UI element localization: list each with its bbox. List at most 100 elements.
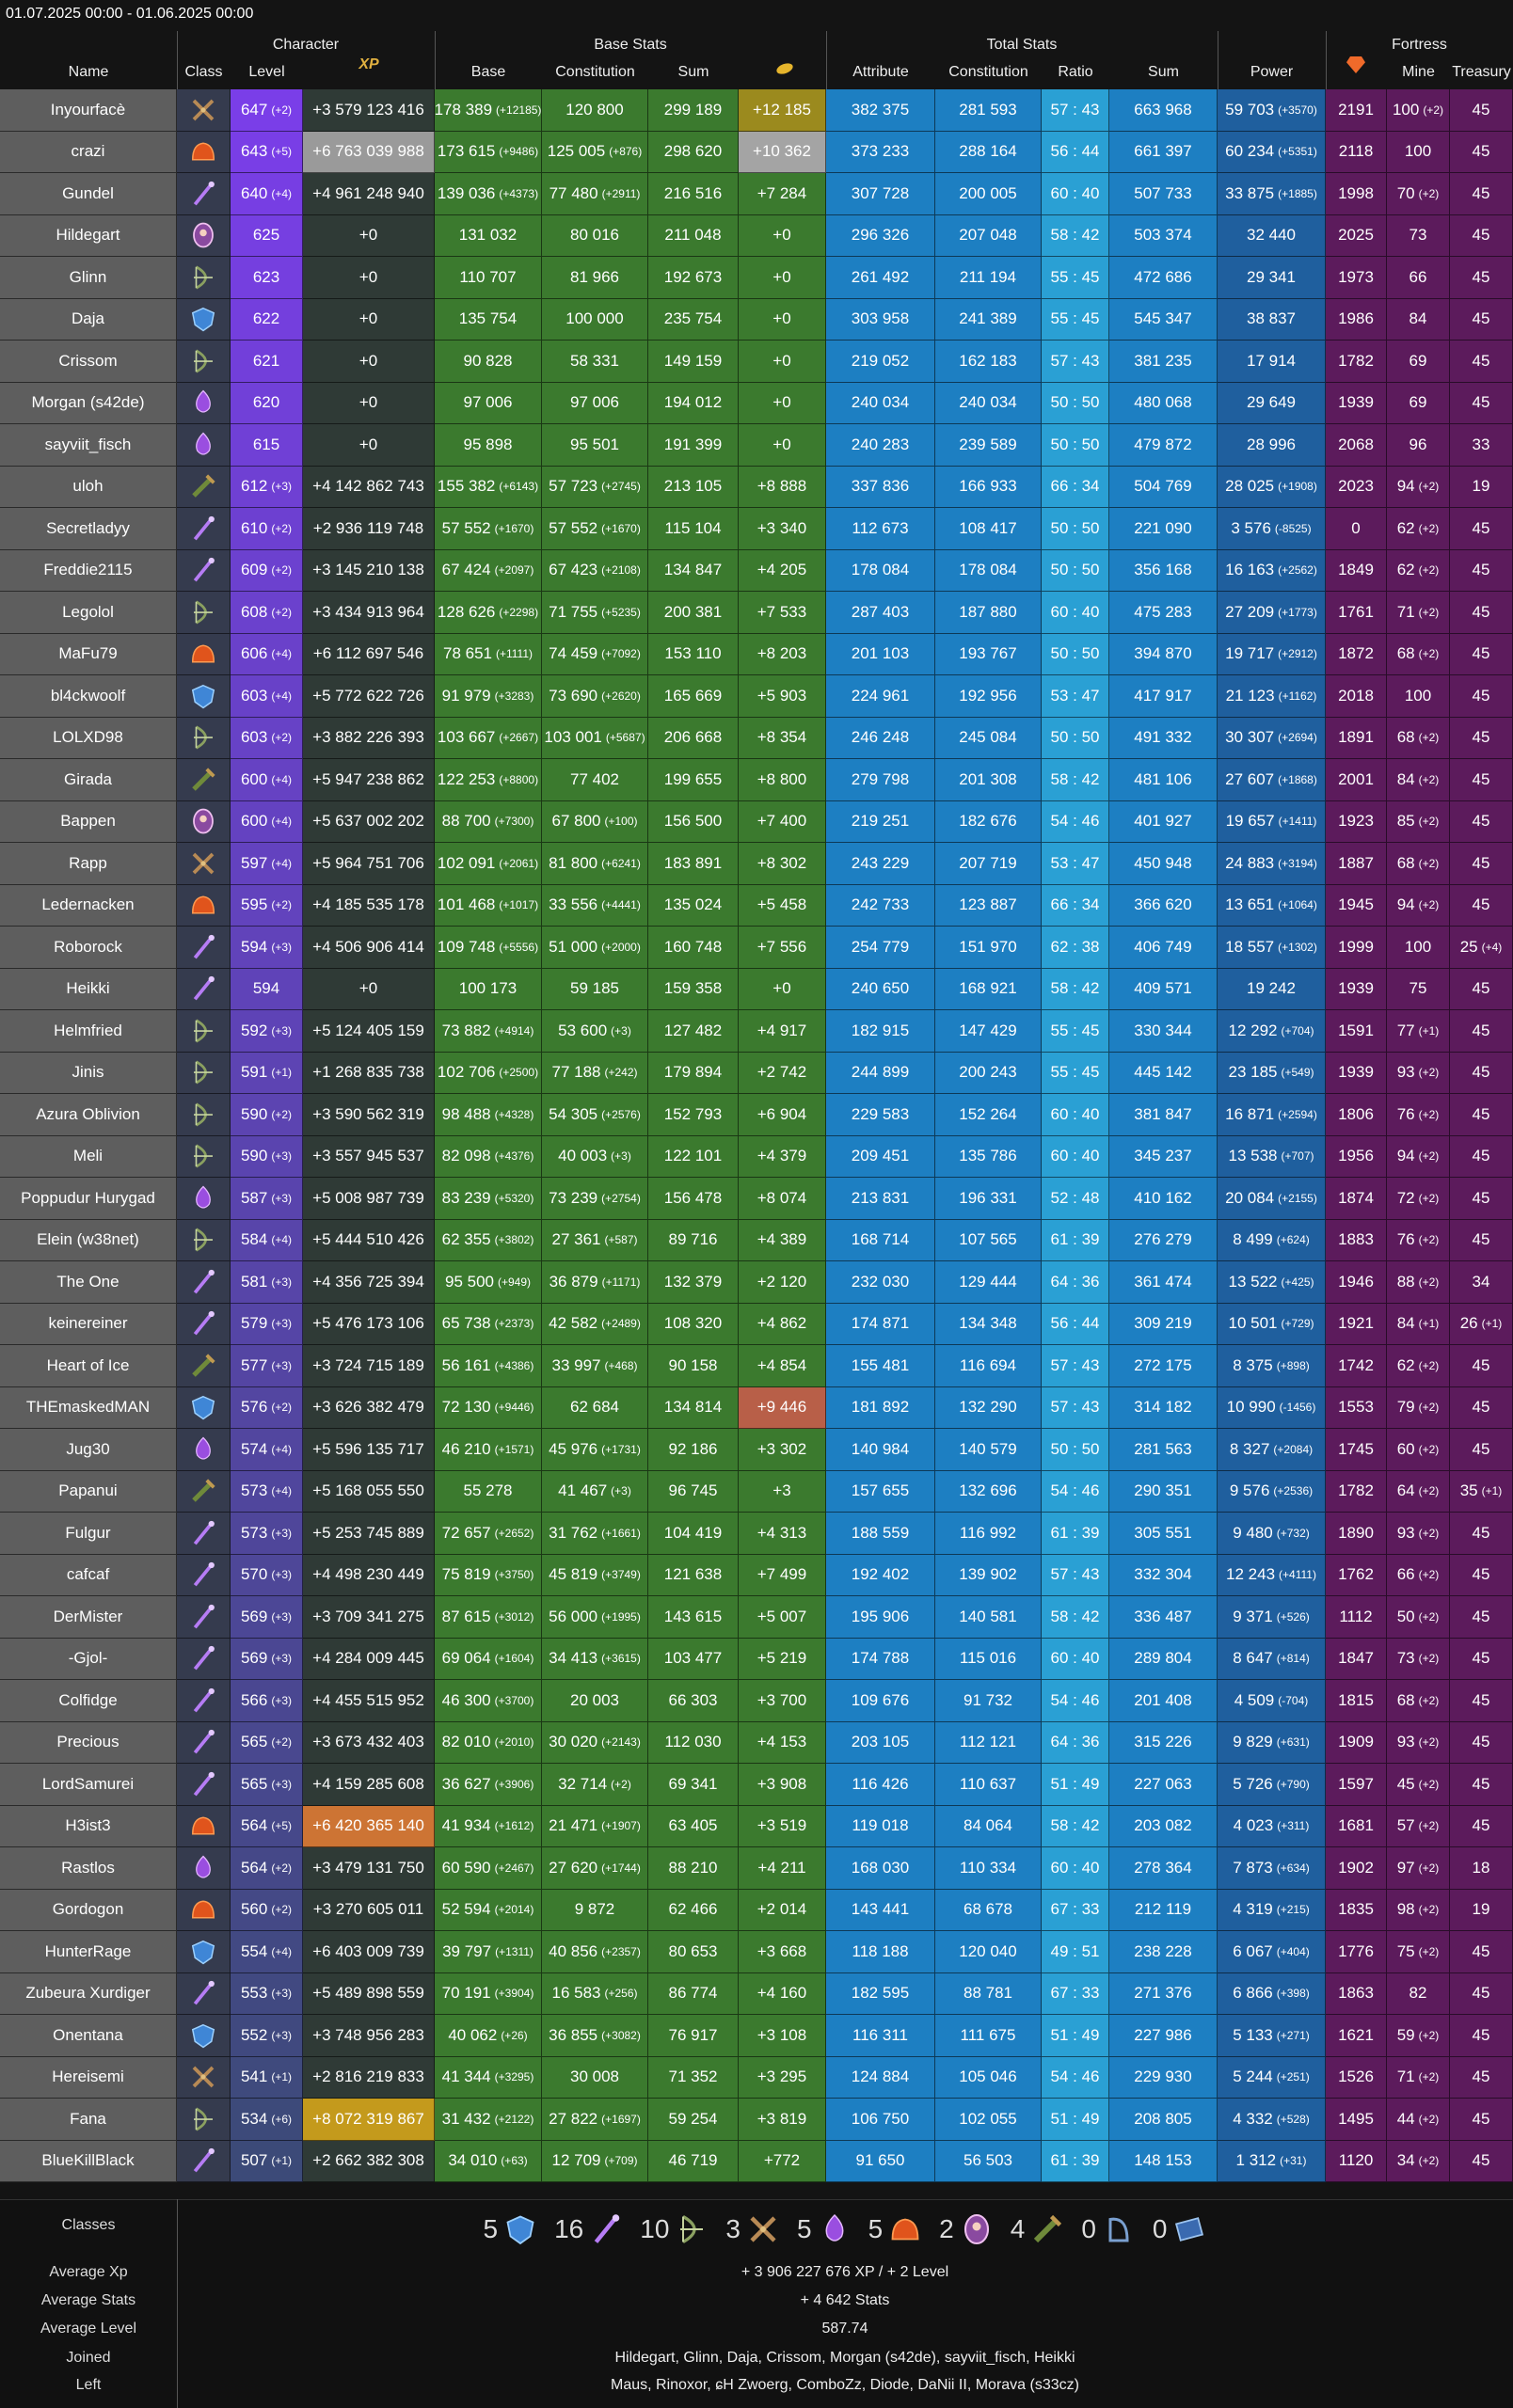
value: 1761 — [1338, 602, 1374, 621]
cell: 600 (+4) — [231, 800, 303, 843]
value: 178 084 — [959, 561, 1017, 579]
value: 1891 — [1338, 728, 1374, 747]
value: 63 405 — [668, 1816, 718, 1835]
value: 49 : 51 — [1050, 1941, 1100, 1960]
delta: (+4) — [271, 1944, 293, 1958]
delta: (+251) — [1276, 2070, 1310, 2084]
cell: 1945 — [1326, 884, 1387, 927]
delta: (+2097) — [494, 563, 534, 578]
class-icon — [192, 99, 215, 121]
count-value: 10 — [640, 2214, 670, 2243]
value: 59 — [1396, 2025, 1415, 2044]
value: 31 432 — [441, 2109, 491, 2128]
cell: Azura Oblivion — [0, 1094, 177, 1136]
value: 603 — [240, 686, 268, 705]
cell: 51 : 49 — [1042, 2015, 1109, 2057]
value: 90 158 — [668, 1355, 718, 1374]
cell: 534 (+6) — [231, 2099, 303, 2141]
cell: 132 696 — [935, 1470, 1042, 1513]
delta: (+4) — [271, 772, 293, 786]
value: 33 875 — [1225, 183, 1275, 202]
cell: 66 (+2) — [1387, 1554, 1450, 1596]
cell: 94 (+2) — [1387, 466, 1450, 508]
value: 279 798 — [851, 769, 910, 788]
cell: 8 499 (+624) — [1218, 1219, 1326, 1261]
cell: 12 243 (+4111) — [1218, 1554, 1326, 1596]
column-header: Name — [68, 64, 109, 80]
class-icon — [191, 142, 215, 161]
value: 149 159 — [663, 351, 723, 370]
cell — [177, 173, 231, 215]
value: 125 005 — [547, 142, 606, 161]
value: 647 — [240, 100, 268, 119]
cell: 111 675 — [935, 2015, 1042, 2057]
cell: 152 264 — [935, 1094, 1042, 1136]
cell: The One — [0, 1261, 177, 1304]
cell: 13 538 (+707) — [1218, 1135, 1326, 1178]
cell: 91 979 (+3283) — [435, 675, 542, 718]
value: 663 968 — [1134, 100, 1192, 119]
cell: 45 — [1450, 549, 1513, 592]
summary-label: Classes — [61, 2217, 116, 2233]
delta: (+3) — [271, 1149, 293, 1164]
value: 29 649 — [1247, 393, 1296, 412]
value: 6 866 — [1233, 1984, 1273, 2003]
value: 121 638 — [663, 1565, 723, 1584]
cell: 82 010 (+2010) — [435, 1721, 542, 1764]
value: 152 793 — [663, 1104, 723, 1123]
value: 45 — [1472, 1104, 1490, 1123]
value: 156 478 — [663, 1188, 723, 1207]
value: 67 424 — [441, 561, 491, 579]
value: crazi — [71, 142, 105, 161]
value: +3 557 945 537 — [312, 1147, 424, 1165]
value: 2068 — [1338, 435, 1374, 453]
cell: 96 — [1387, 424, 1450, 467]
value: +3 340 — [756, 518, 807, 537]
class-icon — [193, 222, 214, 248]
value: 410 162 — [1134, 1188, 1192, 1207]
cell: 40 856 (+2357) — [542, 1931, 648, 1973]
cell: 68 (+2) — [1387, 633, 1450, 675]
value: 1112 — [1339, 1607, 1373, 1625]
cell: 565 (+3) — [231, 1764, 303, 1806]
cell: 188 559 — [826, 1513, 935, 1555]
cell: 587 (+3) — [231, 1178, 303, 1220]
value: 50 : 50 — [1050, 518, 1100, 537]
value: +772 — [763, 2151, 801, 2170]
cell: 54 : 46 — [1042, 2056, 1109, 2099]
cell: 106 750 — [826, 2099, 935, 2141]
cell: 53 : 47 — [1042, 675, 1109, 718]
value: 240 034 — [851, 393, 910, 412]
cell: 83 239 (+5320) — [435, 1178, 542, 1220]
cell: 26 (+1) — [1450, 1303, 1513, 1345]
cell: 21 123 (+1162) — [1218, 675, 1326, 718]
cell: 73 239 (+2754) — [542, 1178, 648, 1220]
value: 507 733 — [1134, 183, 1192, 202]
value: 1863 — [1338, 1984, 1374, 2003]
cell: 80 653 — [648, 1931, 739, 1973]
cell: 68 (+2) — [1387, 843, 1450, 885]
cell: 62 : 38 — [1042, 927, 1109, 969]
cell: 168 714 — [826, 1219, 935, 1261]
cell: 93 (+2) — [1387, 1513, 1450, 1555]
value: 1597 — [1338, 1774, 1374, 1793]
cell: 102 091 (+2061) — [435, 843, 542, 885]
value: 592 — [240, 1021, 268, 1039]
value: 135 024 — [663, 895, 723, 914]
cell: 203 105 — [826, 1721, 935, 1764]
cell: 560 (+2) — [231, 1889, 303, 1931]
cell: +2 936 119 748 — [303, 508, 435, 550]
cell: 382 375 — [826, 89, 935, 132]
value: 1874 — [1338, 1188, 1374, 1207]
cell — [177, 508, 231, 550]
cell: 191 399 — [648, 424, 739, 467]
value: 298 620 — [663, 142, 723, 161]
cell: 34 — [1450, 1261, 1513, 1304]
cell: +3 748 956 283 — [303, 2015, 435, 2057]
value: 132 379 — [663, 1272, 723, 1291]
value: 41 934 — [441, 1816, 491, 1835]
cell: 85 (+2) — [1387, 800, 1450, 843]
delta: (+2745) — [601, 480, 641, 494]
value: 45 — [1472, 561, 1490, 579]
value: 70 191 — [441, 1984, 491, 2003]
